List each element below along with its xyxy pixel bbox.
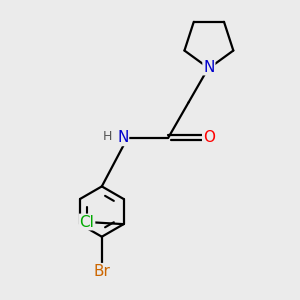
Text: Br: Br [93, 264, 110, 279]
Text: N: N [117, 130, 128, 145]
Text: O: O [203, 130, 215, 145]
Text: N: N [203, 59, 214, 74]
Text: Cl: Cl [80, 214, 94, 230]
Text: H: H [103, 130, 112, 143]
